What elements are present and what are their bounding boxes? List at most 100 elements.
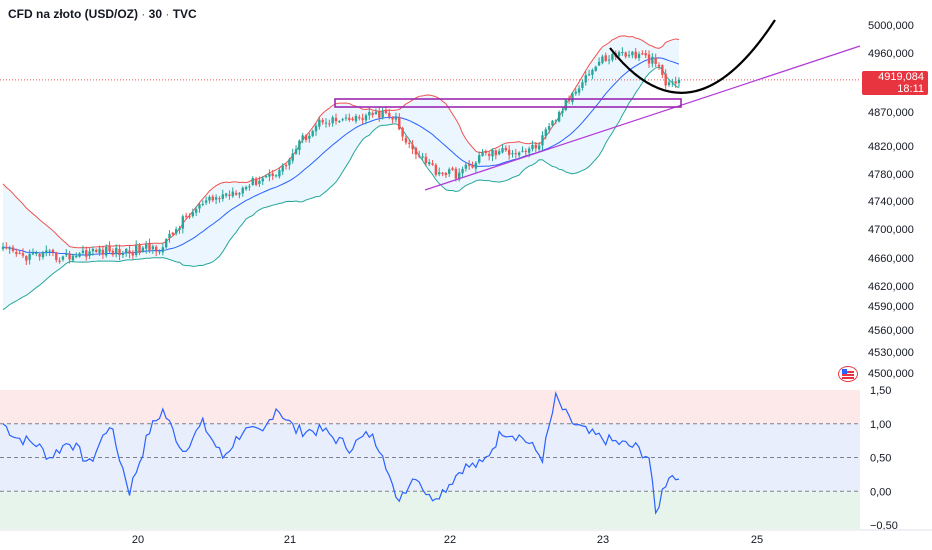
candle-body	[25, 256, 28, 261]
drawings[interactable]	[334, 19, 861, 191]
last-price-badge: 4919,084 18:11	[862, 71, 928, 95]
candle-body	[284, 165, 288, 167]
candle-body	[381, 110, 384, 118]
candle-body	[507, 149, 511, 155]
candle-body	[254, 178, 258, 185]
candle-body	[624, 52, 627, 57]
candle-body	[194, 209, 198, 213]
candle-body	[228, 194, 231, 196]
candle-body	[561, 110, 564, 113]
candle-body	[451, 168, 454, 170]
candle-body	[604, 55, 607, 62]
candle-body	[101, 249, 105, 255]
indicator-zone-lower	[0, 491, 860, 529]
candle-body	[98, 248, 101, 253]
candle-body	[487, 153, 491, 156]
candle-body	[587, 74, 591, 76]
candle-body	[384, 109, 388, 113]
candle-body	[438, 172, 441, 175]
candle-body	[304, 135, 308, 141]
candle-body	[647, 54, 651, 64]
candle-body	[278, 170, 281, 177]
time-tick-label: 21	[284, 534, 296, 546]
candle-body	[404, 137, 408, 143]
candle-body	[484, 152, 488, 154]
candle-body	[594, 66, 597, 71]
candle-body	[118, 249, 121, 256]
price-tick-label: 4740,000	[868, 196, 914, 208]
candle-body	[264, 175, 268, 178]
candle-body	[461, 169, 464, 174]
candles	[1, 47, 681, 266]
candle-body	[517, 152, 521, 156]
candle-body	[371, 112, 374, 115]
candle-body	[221, 194, 224, 199]
price-tick-label: 4660,000	[868, 253, 914, 265]
candle-body	[41, 251, 45, 258]
candle-body	[35, 252, 38, 254]
candle-body	[574, 91, 577, 94]
candle-body	[161, 247, 165, 253]
candle-body	[238, 193, 241, 195]
bollinger-fill	[3, 35, 679, 310]
candle-body	[135, 245, 138, 256]
interval-label[interactable]: 30	[148, 7, 163, 21]
candle-body	[168, 233, 171, 238]
candle-body	[441, 172, 444, 174]
trend-line	[424, 45, 861, 191]
currency-flag-icon[interactable]	[838, 366, 858, 382]
candle-body	[321, 120, 324, 123]
candle-body	[81, 250, 85, 253]
candle-body	[388, 113, 391, 117]
candle-body	[268, 173, 271, 177]
candle-body	[1, 246, 5, 250]
indicator-tick-label: 1,00	[870, 419, 891, 431]
bollinger-bands	[2, 35, 680, 311]
candle-body	[428, 162, 431, 165]
candle-body	[634, 51, 637, 59]
candle-body	[31, 252, 35, 255]
candle-body	[18, 252, 21, 254]
indicator-tick-label: 1,50	[870, 385, 891, 397]
candle-body	[258, 180, 261, 184]
candle-body	[334, 117, 338, 122]
price-tick-label: 4780,000	[868, 169, 914, 181]
candle-body	[374, 111, 378, 115]
candle-body	[68, 253, 71, 260]
candle-body	[671, 81, 674, 83]
candle-body	[271, 173, 274, 176]
candle-body	[527, 148, 531, 153]
candle-body	[348, 117, 351, 120]
candle-body	[654, 57, 657, 64]
candle-body	[164, 239, 168, 248]
candle-body	[458, 172, 461, 180]
candle-body	[111, 250, 115, 255]
candle-body	[208, 196, 211, 201]
candle-body	[95, 249, 98, 252]
candle-body	[21, 253, 25, 256]
source-label: TVC	[172, 7, 197, 21]
price-tick-label: 4500,000	[868, 368, 914, 380]
candle-body	[301, 135, 304, 141]
candle-body	[514, 153, 518, 155]
candle-body	[291, 153, 294, 161]
candle-body	[338, 121, 341, 123]
candle-body	[497, 151, 501, 155]
candle-body	[151, 246, 155, 250]
candle-body	[251, 178, 254, 185]
indicator-pane	[0, 390, 860, 515]
candle-body	[55, 252, 58, 260]
axes: 5000,000 4960,000 4870,000 4820,000 4780,000…	[0, 20, 932, 546]
header-separator-2: ·	[165, 7, 170, 21]
candle-body	[91, 248, 95, 252]
symbol-name[interactable]: CFD na złoto (USD/OZ)	[8, 7, 138, 21]
candle-body	[288, 159, 291, 166]
candle-body	[421, 156, 424, 158]
candle-body	[314, 125, 318, 132]
candle-body	[144, 244, 148, 249]
candle-body	[677, 79, 681, 84]
candle-body	[38, 254, 41, 257]
candle-body	[45, 250, 48, 253]
candle-body	[544, 129, 547, 137]
